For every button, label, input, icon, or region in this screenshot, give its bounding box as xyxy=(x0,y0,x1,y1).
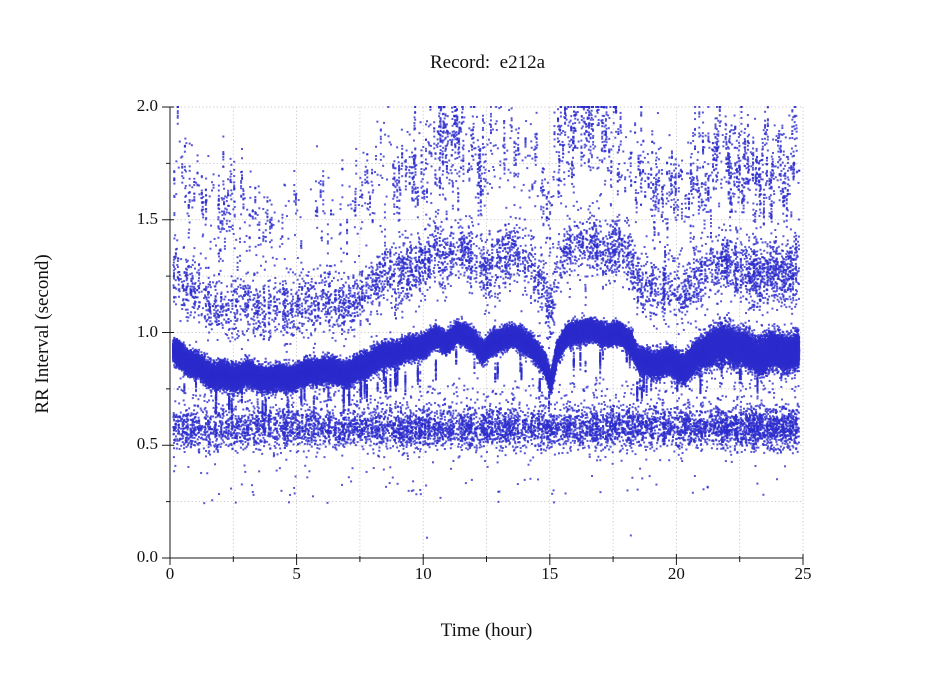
y-axis-title: RR Interval (second) xyxy=(32,254,53,414)
y-tick-label: 0.0 xyxy=(136,547,158,566)
y-tick-label: 1.0 xyxy=(136,321,158,341)
x-tick-label: 25 xyxy=(794,564,812,583)
y-tick-label: 0.5 xyxy=(136,434,158,454)
x-tick-label: 20 xyxy=(667,564,685,583)
y-tick-label: 2.0 xyxy=(136,96,158,115)
chart-title: Record: e212a xyxy=(429,52,545,73)
x-axis-title: Time (hour) xyxy=(440,620,533,641)
x-tick-label: 0 xyxy=(165,564,175,583)
x-tick-label: 5 xyxy=(292,564,301,583)
x-tick-label: 15 xyxy=(541,564,559,583)
x-tick-label: 10 xyxy=(414,564,432,583)
y-tick-label: 1.5 xyxy=(136,208,158,228)
